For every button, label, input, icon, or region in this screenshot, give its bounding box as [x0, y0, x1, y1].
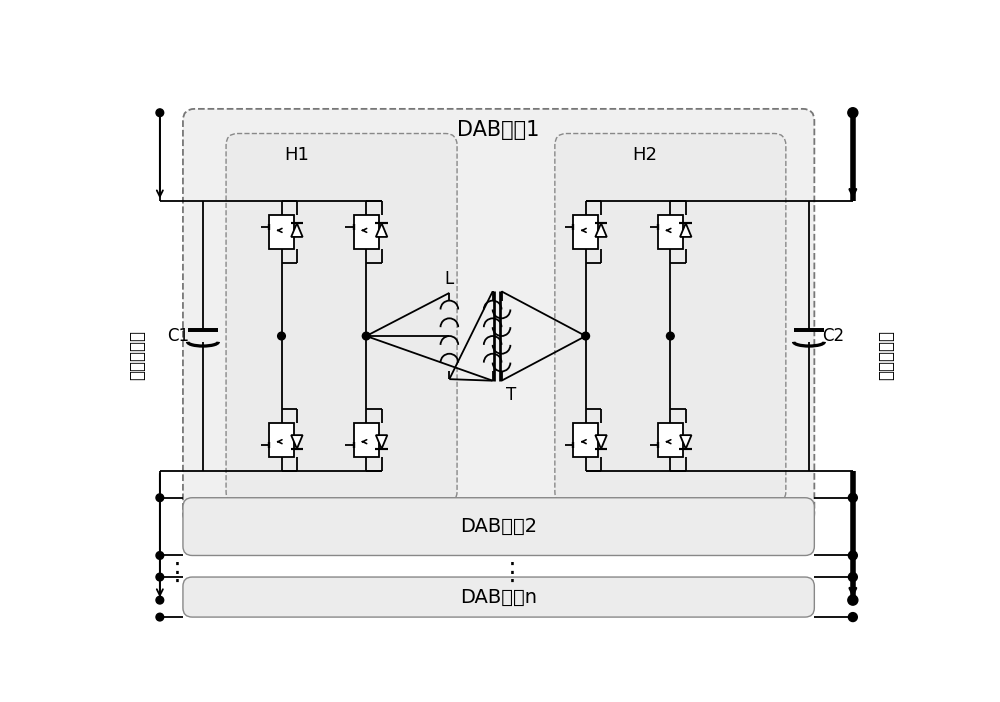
- Text: T: T: [506, 385, 516, 404]
- Circle shape: [156, 109, 164, 117]
- Text: DAB单到2: DAB单到2: [460, 517, 537, 536]
- Circle shape: [848, 573, 857, 581]
- Text: 高压直流侧: 高压直流侧: [129, 330, 147, 380]
- Circle shape: [156, 614, 164, 621]
- FancyBboxPatch shape: [183, 498, 814, 555]
- Polygon shape: [291, 223, 303, 237]
- Circle shape: [848, 551, 857, 560]
- Circle shape: [848, 595, 858, 605]
- Circle shape: [362, 332, 370, 340]
- Text: DAB单到1: DAB单到1: [457, 121, 540, 140]
- Circle shape: [156, 494, 164, 502]
- Polygon shape: [376, 435, 387, 449]
- Text: H1: H1: [284, 146, 309, 164]
- Bar: [354, 423, 379, 457]
- Circle shape: [156, 596, 164, 604]
- Circle shape: [156, 552, 164, 559]
- Text: ⋮: ⋮: [500, 560, 525, 585]
- Polygon shape: [376, 223, 387, 237]
- Circle shape: [156, 574, 164, 581]
- Text: C2: C2: [823, 327, 845, 345]
- Bar: [658, 423, 683, 457]
- Circle shape: [667, 332, 674, 340]
- Text: 低压直流侧: 低压直流侧: [877, 330, 895, 380]
- Bar: [658, 215, 683, 249]
- Circle shape: [848, 494, 857, 502]
- Polygon shape: [680, 223, 691, 237]
- Polygon shape: [680, 435, 691, 449]
- FancyBboxPatch shape: [183, 109, 814, 524]
- Circle shape: [278, 332, 285, 340]
- FancyBboxPatch shape: [555, 133, 786, 503]
- Bar: [269, 423, 294, 457]
- Polygon shape: [595, 223, 607, 237]
- Bar: [354, 215, 379, 249]
- FancyBboxPatch shape: [183, 577, 814, 617]
- Text: DAB单到n: DAB单到n: [460, 588, 537, 607]
- Text: L: L: [445, 270, 454, 288]
- Circle shape: [848, 613, 857, 621]
- Polygon shape: [595, 435, 607, 449]
- Text: H2: H2: [632, 146, 657, 164]
- Polygon shape: [291, 435, 303, 449]
- Circle shape: [848, 107, 858, 118]
- Circle shape: [582, 332, 590, 340]
- Bar: [269, 215, 294, 249]
- Bar: [573, 215, 598, 249]
- FancyBboxPatch shape: [226, 133, 457, 503]
- Bar: [573, 423, 598, 457]
- Text: ⋮: ⋮: [165, 560, 190, 585]
- Text: C1: C1: [167, 327, 189, 345]
